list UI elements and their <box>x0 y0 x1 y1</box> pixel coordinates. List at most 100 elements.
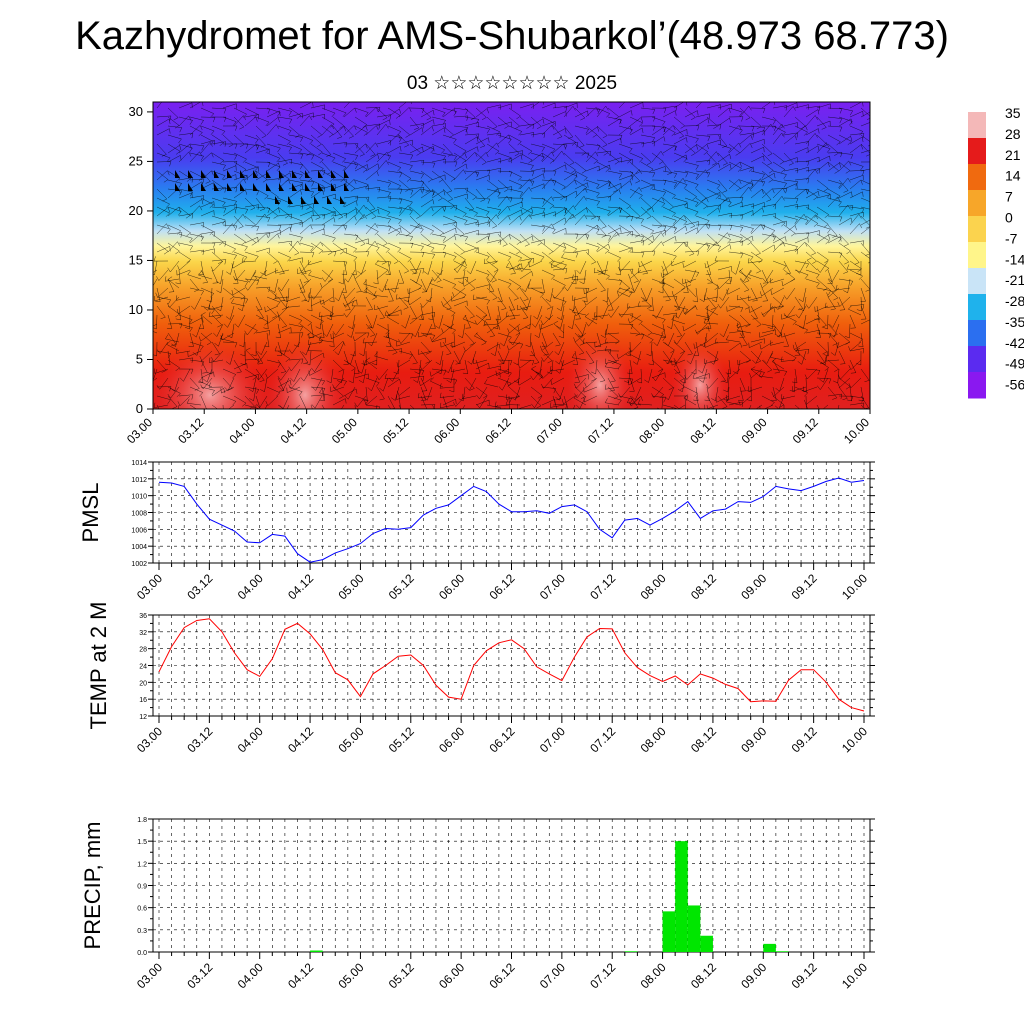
wind-barb-flag <box>705 223 709 229</box>
wind-barb <box>508 179 522 186</box>
wind-barb-flag <box>729 154 732 160</box>
wind-barb-flag <box>850 136 853 142</box>
wind-barb-flag <box>338 369 344 373</box>
wind-barb <box>486 188 501 193</box>
wind-barb-flag <box>266 233 269 239</box>
wind-barb-flag <box>384 284 387 290</box>
wind-barb-flag <box>550 263 553 269</box>
wind-barb <box>319 339 334 343</box>
wind-barb-flag <box>563 143 566 149</box>
wind-barb <box>772 132 782 145</box>
wind-barb-flag <box>626 398 630 403</box>
wind-barb-flag <box>665 299 671 302</box>
wind-barb-flag <box>399 137 402 143</box>
wind-barb-flag <box>844 261 849 265</box>
wind-barb-flag <box>615 340 620 345</box>
wind-barb-flag <box>760 224 764 229</box>
wind-barb <box>550 404 565 408</box>
wind-barb <box>211 269 218 283</box>
wind-barb <box>299 210 314 217</box>
wind-barb <box>726 305 741 312</box>
wind-barb-flag <box>867 144 870 147</box>
wind-barb-flag <box>641 334 645 340</box>
wind-barb-flag <box>488 221 490 227</box>
wind-barb <box>156 305 166 318</box>
wind-pennant <box>214 183 219 191</box>
wind-barb <box>288 113 303 118</box>
wind-barb <box>354 404 356 409</box>
wind-barb <box>552 332 561 346</box>
wind-barb-flag <box>420 303 424 308</box>
wind-barb <box>252 377 257 392</box>
wind-barb <box>530 173 544 181</box>
wind-barb <box>558 341 565 355</box>
wind-barb <box>783 106 794 118</box>
wind-barb-flag <box>257 309 263 311</box>
wind-barb <box>169 296 180 308</box>
wind-barb-flag <box>315 217 321 220</box>
wind-barb-flag <box>200 236 204 242</box>
wind-barb <box>770 278 785 284</box>
wind-barb-flag <box>288 111 292 116</box>
wind-barb-flag <box>715 195 720 200</box>
wind-barb-flag <box>337 380 342 383</box>
wind-barb-flag <box>660 232 664 237</box>
wind-barb <box>235 269 246 281</box>
wind-barb <box>310 228 325 235</box>
wind-barb <box>629 206 641 217</box>
wind-barb-flag <box>400 348 403 354</box>
wind-barb-flag <box>470 117 476 121</box>
wind-barb <box>255 107 270 110</box>
wind-barb <box>596 143 609 153</box>
wind-barb-flag <box>803 131 808 136</box>
wind-barb <box>294 404 301 409</box>
wind-barb-flag <box>473 294 475 300</box>
wind-barb <box>255 404 257 409</box>
wind-barb <box>728 161 740 172</box>
wind-barb <box>277 172 291 181</box>
wind-barb <box>805 206 819 215</box>
wind-barb <box>303 368 312 382</box>
wind-barb <box>365 377 380 383</box>
wind-barb-flag <box>200 156 204 161</box>
wind-barb <box>605 359 620 364</box>
wind-barb <box>772 105 787 109</box>
wind-barb <box>827 236 841 244</box>
wind-barb-flag <box>675 110 677 116</box>
wind-barb <box>255 188 269 196</box>
wind-barb <box>244 144 257 154</box>
wind-barb <box>178 305 191 315</box>
wind-barb <box>783 132 798 136</box>
wind-barb <box>828 287 840 298</box>
wind-barb <box>313 287 323 300</box>
wind-barb-flag <box>268 287 271 292</box>
wind-pennant <box>253 183 258 191</box>
wind-barb-flag <box>441 301 444 307</box>
wind-barb <box>519 287 529 300</box>
wind-barb <box>288 161 303 166</box>
wind-barb-flag <box>516 251 521 255</box>
wind-barb <box>838 116 853 122</box>
wind-barb-flag <box>286 141 291 146</box>
wind-barb-flag <box>248 388 254 392</box>
wind-barb-flag <box>235 204 238 210</box>
wind-barb-flag <box>850 154 854 160</box>
wind-barb <box>506 267 521 271</box>
wind-barb <box>409 296 422 306</box>
wind-barb-flag <box>308 370 310 376</box>
wind-barb-flag <box>673 220 677 225</box>
wind-barb <box>596 179 611 183</box>
wind-barb <box>607 179 618 191</box>
wind-barb <box>662 145 676 154</box>
wind-barb <box>475 134 486 147</box>
wind-barb <box>640 332 654 340</box>
wind-barb <box>431 116 446 121</box>
wind-barb <box>559 359 565 374</box>
wind-barb-flag <box>601 226 607 229</box>
wind-barb-flag <box>331 112 336 118</box>
wind-barb <box>827 332 838 344</box>
wind-barb-flag <box>250 207 256 211</box>
wind-barb <box>376 305 385 318</box>
wind-barb <box>783 249 798 253</box>
wind-barb-flag <box>740 277 744 282</box>
